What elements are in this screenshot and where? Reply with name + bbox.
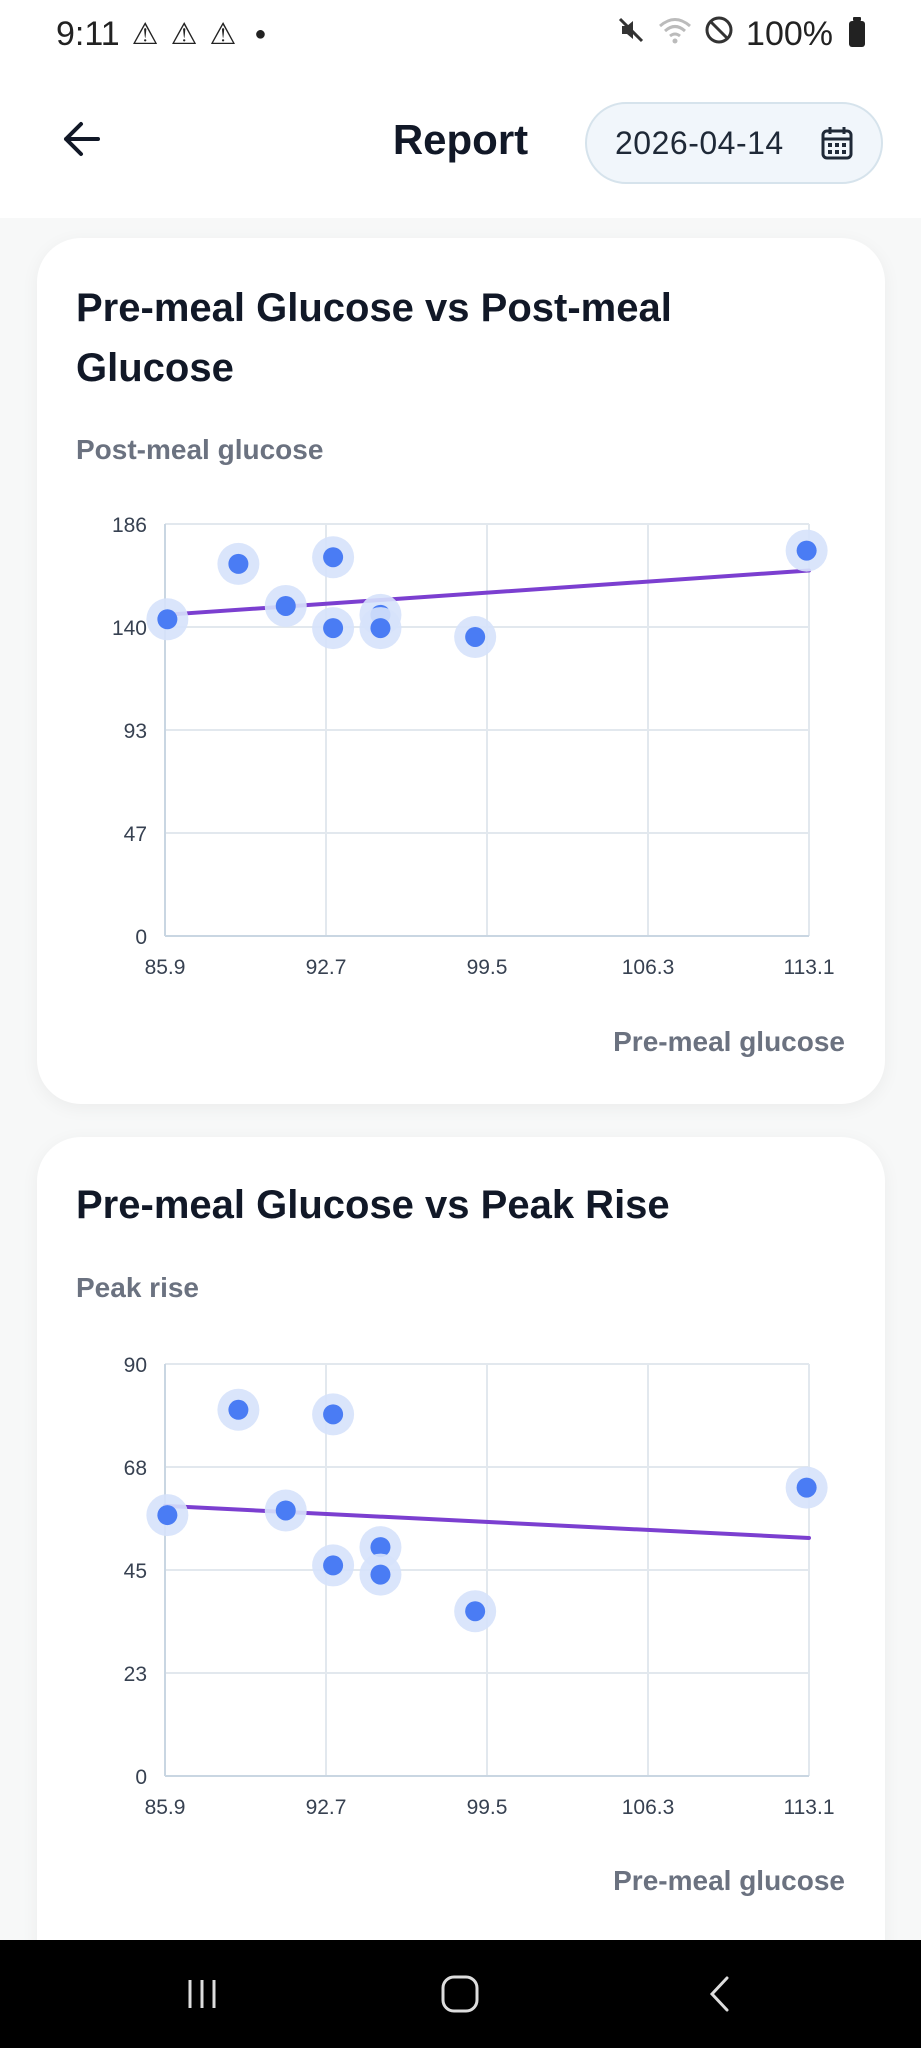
warning-icon: ⚠ [170, 17, 198, 51]
data-point [323, 547, 344, 568]
data-point [228, 1399, 249, 1420]
battery-icon [849, 17, 865, 47]
chart-card-peak-rise: Pre-meal Glucose vs Peak Rise Peak rise … [37, 1137, 885, 2037]
data-point [323, 1404, 344, 1425]
data-point [370, 1537, 391, 1558]
status-bar: 9:11 ⚠ ⚠ ⚠ ● 100% [0, 0, 921, 68]
app-bar: Report 2026-04-14 [0, 68, 921, 218]
chevron-left-icon [709, 1976, 729, 2012]
back-button[interactable] [52, 110, 110, 168]
data-point [370, 1564, 391, 1585]
calendar-icon [821, 127, 853, 160]
chart-y-axis-label: Post-meal glucose [76, 434, 324, 465]
x-tick-label: 113.1 [784, 956, 835, 979]
warning-icon: ⚠ [131, 17, 159, 51]
recent-apps-button[interactable] [172, 1970, 232, 2018]
data-point [228, 553, 249, 574]
data-point [796, 540, 817, 561]
data-point [796, 1477, 817, 1498]
warning-icon: ⚠ [209, 17, 237, 51]
chart-x-axis-label: Pre-meal glucose [613, 1865, 845, 1896]
data-point [323, 1555, 344, 1576]
chart-title: Pre-meal Glucose vs Post-meal Glucose [76, 286, 672, 390]
data-point [465, 1601, 486, 1622]
battery-percent: 100% [746, 14, 833, 53]
do-not-disturb-icon [704, 15, 734, 53]
data-point [157, 1505, 178, 1526]
data-point [275, 595, 296, 616]
y-tick-label: 0 [135, 926, 147, 949]
x-tick-label: 106.3 [622, 956, 675, 979]
system-navigation-bar [0, 1940, 921, 2048]
page-title: Report [392, 116, 529, 163]
data-point [157, 609, 178, 630]
system-back-button[interactable] [690, 1970, 750, 2018]
chart-y-axis-label: Peak rise [76, 1272, 199, 1303]
x-tick-label: 106.3 [622, 1796, 675, 1819]
chart-x-axis-label: Pre-meal glucose [613, 1026, 845, 1057]
y-tick-label: 93 [124, 720, 147, 743]
recent-apps-icon [188, 1980, 216, 2008]
y-tick-label: 90 [124, 1354, 147, 1377]
data-point [465, 626, 486, 647]
chart-card-post-meal: Pre-meal Glucose vs Post-meal Glucose Po… [37, 238, 885, 1104]
chart-title: Pre-meal Glucose vs Peak Rise [76, 1183, 670, 1227]
status-bar-left: 9:11 ⚠ ⚠ ⚠ ● [56, 15, 266, 54]
y-tick-label: 140 [112, 617, 147, 640]
notification-dot-icon: ● [254, 22, 267, 45]
x-tick-label: 92.7 [306, 1796, 347, 1819]
arrow-left-icon [64, 122, 100, 156]
x-tick-label: 92.7 [306, 956, 347, 979]
x-tick-label: 99.5 [467, 956, 508, 979]
y-tick-label: 186 [112, 514, 147, 537]
y-tick-label: 23 [124, 1663, 147, 1686]
date-text: 2026-04-14 [615, 124, 784, 161]
date-picker-button[interactable]: 2026-04-14 [585, 102, 883, 184]
wifi-icon [658, 15, 692, 53]
home-button[interactable] [430, 1970, 490, 2018]
data-point [370, 618, 391, 639]
y-tick-label: 0 [135, 1766, 147, 1789]
y-tick-label: 47 [124, 823, 147, 846]
scatter-chart-post-meal: 0 47 93 140 186 85.9 92.7 99.5 106.3 113.1 [112, 514, 835, 979]
scatter-chart-peak-rise: 0 23 45 68 90 85.9 92.7 99.5 106.3 113.1 [124, 1354, 835, 1819]
y-tick-label: 45 [124, 1560, 147, 1583]
data-point [275, 1500, 296, 1521]
data-point [323, 618, 344, 639]
status-bar-right: 100% [616, 15, 865, 54]
x-tick-label: 85.9 [145, 1796, 186, 1819]
x-tick-label: 113.1 [784, 1796, 835, 1819]
mute-icon [616, 15, 646, 53]
x-tick-label: 99.5 [467, 1796, 508, 1819]
y-tick-label: 68 [124, 1457, 147, 1480]
x-tick-label: 85.9 [145, 956, 186, 979]
status-time: 9:11 [56, 14, 120, 53]
home-icon [441, 1975, 479, 2013]
